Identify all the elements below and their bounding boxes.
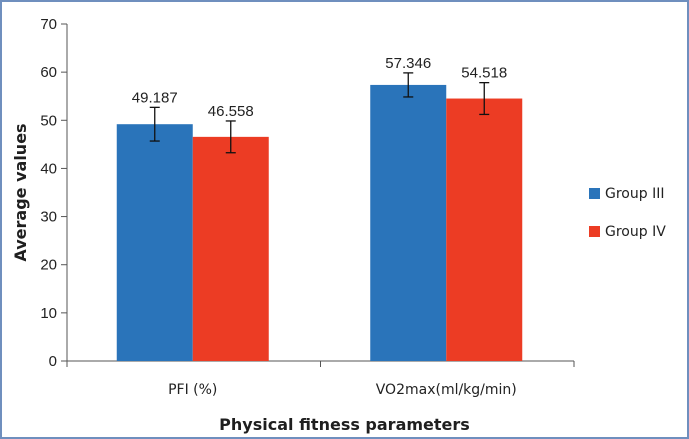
category-label: PFI (%) xyxy=(168,382,217,398)
y-tick-label: 70 xyxy=(40,16,57,33)
bar xyxy=(116,124,193,361)
data-label: 46.558 xyxy=(208,103,254,120)
bar xyxy=(192,136,269,361)
y-axis: 0 10 20 30 40 50 60 70 xyxy=(40,16,68,370)
y-tick-label: 60 xyxy=(40,64,57,81)
y-tick-label: 50 xyxy=(40,112,57,129)
y-tick-label: 0 xyxy=(49,353,57,370)
bar xyxy=(446,98,523,361)
category-label: VO2max(ml/kg/min) xyxy=(376,382,517,398)
data-label: 57.346 xyxy=(385,55,431,72)
data-labels: 49.187 46.558 57.346 54.518 xyxy=(132,55,507,120)
y-tick-label: 20 xyxy=(40,257,57,274)
bar xyxy=(370,84,447,361)
legend-swatch xyxy=(589,188,600,199)
legend-swatch xyxy=(589,226,600,237)
bars xyxy=(116,72,523,361)
legend-label: Group IV xyxy=(605,224,666,240)
x-axis-title: Physical fitness parameters xyxy=(219,415,470,434)
y-tick-label: 30 xyxy=(40,209,57,226)
category-labels: PFI (%) VO2max(ml/kg/min) xyxy=(168,382,517,398)
x-axis xyxy=(66,360,575,367)
y-axis-title: Average values xyxy=(11,123,30,261)
y-tick-label: 10 xyxy=(40,305,57,322)
y-tick-label: 40 xyxy=(40,160,57,177)
legend: Group III Group IV xyxy=(589,186,666,240)
data-label: 49.187 xyxy=(132,89,178,106)
data-label: 54.518 xyxy=(461,65,507,82)
legend-label: Group III xyxy=(605,186,664,202)
